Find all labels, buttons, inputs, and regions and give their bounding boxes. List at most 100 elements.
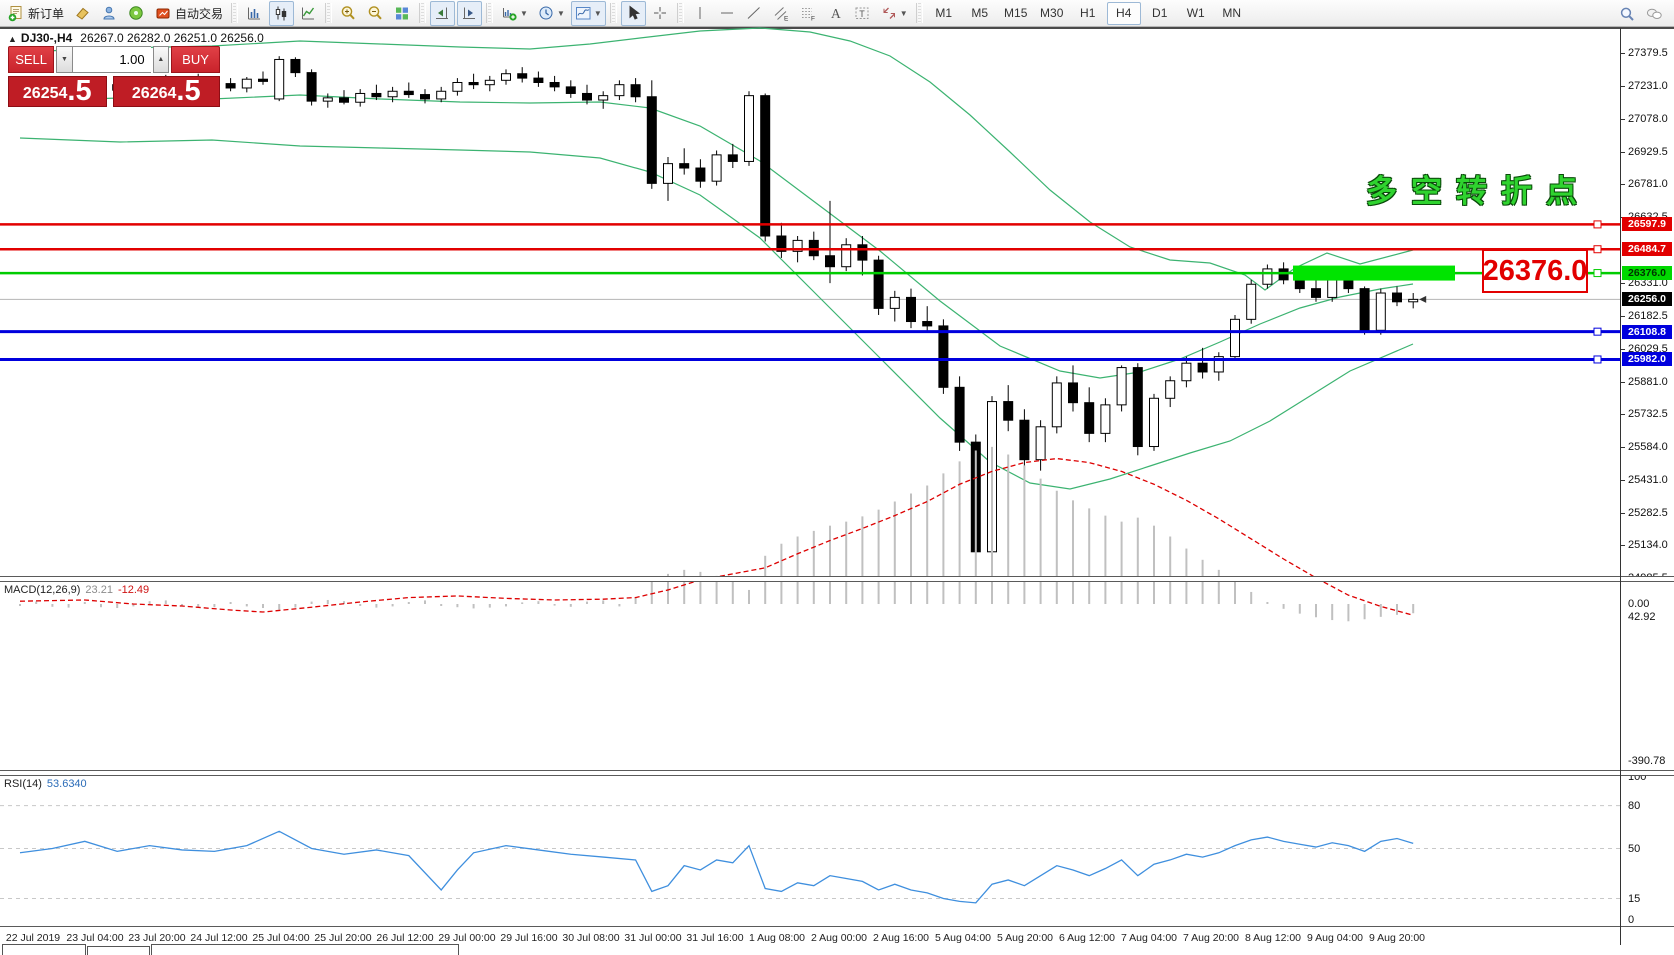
- tick-mark: [1620, 282, 1625, 284]
- window-tab-2[interactable]: [87, 946, 150, 955]
- crosshair-button[interactable]: [648, 1, 673, 26]
- timeframe-m15[interactable]: M15: [1004, 5, 1028, 20]
- turning-point-annotation: 多空转折点: [1366, 174, 1591, 209]
- chevron-down-icon[interactable]: ▼: [556, 8, 565, 18]
- autotrading-icon: [155, 5, 172, 22]
- buy-button[interactable]: BUY: [171, 46, 220, 73]
- timeframe-w1[interactable]: W1: [1186, 5, 1205, 20]
- price-tick: 26929.5: [1628, 145, 1668, 158]
- rsi-tick: 80: [1628, 799, 1641, 812]
- window-tab-1[interactable]: [2, 944, 86, 955]
- candle: [387, 90, 398, 98]
- window-tab-3[interactable]: [151, 944, 459, 955]
- timeframe-m5[interactable]: M5: [971, 5, 989, 20]
- rsi-panel-separator[interactable]: [0, 770, 1674, 776]
- templates-button[interactable]: ▼: [570, 0, 606, 26]
- cursor-button[interactable]: [620, 0, 646, 26]
- time-label: 9 Aug 20:00: [1368, 932, 1426, 944]
- candle: [452, 81, 463, 92]
- price-tick: 25584.0: [1628, 440, 1668, 453]
- timeframe-d1[interactable]: D1: [1152, 5, 1168, 20]
- candle: [630, 84, 641, 98]
- time-label: 7 Aug 20:00: [1182, 932, 1240, 944]
- arrows-button[interactable]: ▼: [877, 1, 912, 26]
- chevron-down-icon[interactable]: ▼: [899, 8, 908, 18]
- macd-tick: 42.92: [1628, 611, 1656, 624]
- time-label: 22 Jul 2019: [5, 932, 61, 944]
- sell-price[interactable]: 26254.5: [8, 76, 107, 107]
- buy-price-fraction: .5: [176, 75, 201, 107]
- candle: [549, 81, 560, 88]
- candle: [274, 58, 285, 100]
- macd-panel-separator[interactable]: [0, 576, 1674, 582]
- channel-button[interactable]: E: [769, 1, 794, 26]
- text-button[interactable]: A: [823, 1, 848, 26]
- fibonacci-button[interactable]: F: [796, 1, 821, 26]
- label-button[interactable]: T: [850, 1, 875, 26]
- chevron-down-icon[interactable]: ▼: [593, 8, 602, 18]
- sell-button[interactable]: SELL: [8, 46, 55, 73]
- buy-price[interactable]: 26264.5: [112, 75, 220, 107]
- collapse-icon[interactable]: ▲: [8, 34, 17, 44]
- volume-down-button[interactable]: ▼: [56, 46, 73, 73]
- periods-button[interactable]: ▼: [534, 1, 569, 26]
- new-chart-button[interactable]: ▼: [497, 1, 532, 26]
- time-label: 2 Aug 00:00: [810, 932, 868, 944]
- tick-mark: [1620, 216, 1625, 218]
- autotrading-button-label: 自动交易: [175, 6, 224, 21]
- price-tick: 26781.0: [1628, 178, 1668, 191]
- chevron-down-icon[interactable]: ▼: [520, 8, 528, 18]
- timeframe-h1[interactable]: H1: [1080, 5, 1096, 20]
- macd-signal-line: [19, 457, 1414, 616]
- trendline-button[interactable]: [742, 1, 767, 26]
- profile-icon: [101, 5, 118, 22]
- volume-up-button[interactable]: ▲: [152, 46, 170, 73]
- candle: [565, 86, 576, 94]
- candlestick-button[interactable]: [269, 0, 295, 26]
- candlestick-icon: [273, 5, 290, 22]
- signal-button[interactable]: [124, 1, 149, 26]
- price-callout-label[interactable]: 26376.0: [1482, 249, 1588, 293]
- buy-price-main: 26264: [131, 85, 177, 102]
- profile-button[interactable]: [97, 1, 122, 26]
- time-scale[interactable]: 22 Jul 2019 23 Jul 04:00 23 Jul 20:00 24 Ju…: [0, 930, 1620, 946]
- tile-windows-button[interactable]: [390, 1, 415, 26]
- hline-button[interactable]: [715, 1, 740, 26]
- chart-title: ▲ DJ30-,H4 26267.0 26282.0 26251.0 26256.0: [8, 31, 264, 45]
- bar-chart-button[interactable]: [242, 1, 267, 26]
- timeframe-group: M1 M5 M15 M30 H1 H4 D1 W1 MN: [926, 0, 1250, 27]
- timeframe-m1[interactable]: M1: [935, 5, 953, 20]
- chart-shift-button[interactable]: [430, 0, 456, 26]
- zoom-out-button[interactable]: [363, 1, 388, 26]
- tick-mark: [1620, 53, 1625, 54]
- timeframe-h4[interactable]: H4: [1106, 1, 1141, 25]
- templates-icon: [575, 5, 592, 22]
- volume-input[interactable]: [72, 46, 151, 73]
- time-label: 1 Aug 08:00: [748, 932, 806, 944]
- symbol-period-label: DJ30-,H4: [20, 31, 73, 45]
- candle: [841, 244, 852, 268]
- candle: [711, 154, 722, 182]
- autotrading-button[interactable]: 自动交易: [151, 1, 227, 26]
- search-button[interactable]: [1615, 2, 1640, 27]
- candle: [1003, 401, 1014, 421]
- vline-button[interactable]: [688, 1, 713, 26]
- rsi-tick: 15: [1628, 892, 1641, 905]
- autoscroll-button[interactable]: [457, 0, 483, 26]
- rsi-value: 53.6340: [46, 778, 87, 790]
- candle: [1197, 362, 1208, 373]
- candle: [290, 58, 301, 74]
- time-label: 8 Aug 12:00: [1244, 932, 1302, 944]
- line-chart-button[interactable]: [296, 1, 321, 26]
- zoom-in-button[interactable]: [336, 1, 361, 26]
- timeframe-m30[interactable]: M30: [1040, 5, 1064, 20]
- price-tick: 25134.0: [1628, 539, 1668, 552]
- candle: [695, 167, 706, 182]
- candles-layer: [15, 56, 1419, 558]
- timeframe-mn[interactable]: MN: [1222, 5, 1242, 20]
- new-order-button[interactable]: 新订单: [4, 1, 68, 26]
- chat-button[interactable]: [1642, 2, 1667, 27]
- eraser-button[interactable]: [70, 1, 95, 26]
